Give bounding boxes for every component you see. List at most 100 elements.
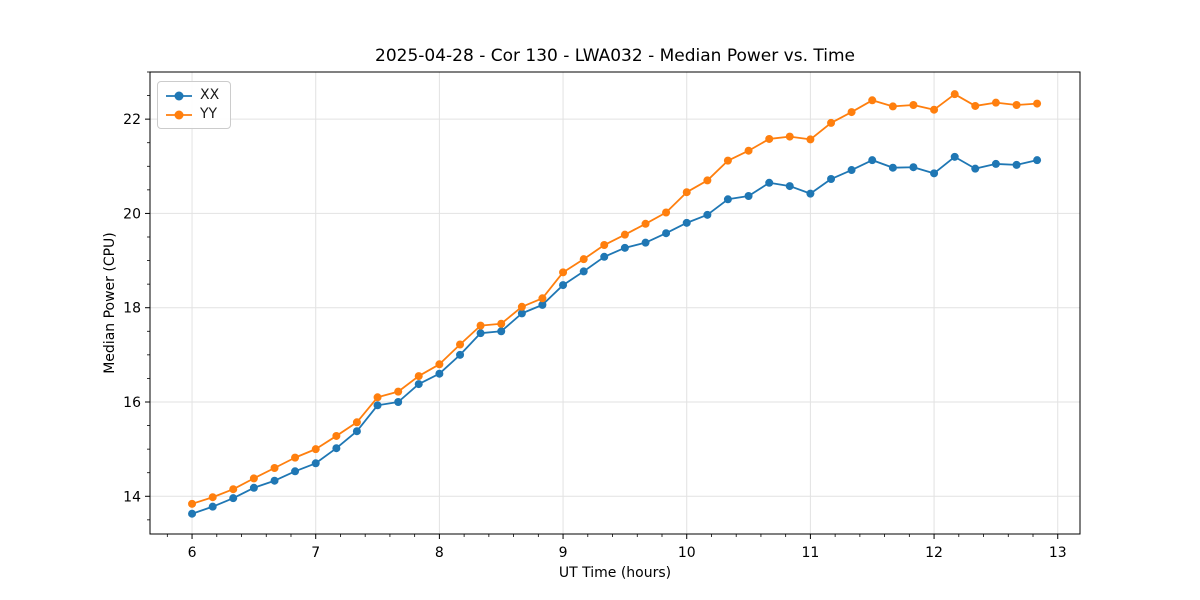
data-point-xx bbox=[1012, 160, 1021, 169]
data-point-yy bbox=[538, 294, 547, 303]
data-point-xx bbox=[641, 238, 650, 247]
data-point-yy bbox=[930, 105, 939, 114]
x-axis-label: UT Time (hours) bbox=[558, 565, 672, 581]
data-point-yy bbox=[476, 321, 485, 330]
data-point-xx bbox=[559, 281, 568, 290]
data-point-yy bbox=[311, 445, 320, 454]
data-point-yy bbox=[785, 132, 794, 141]
x-tick-label: 7 bbox=[311, 545, 320, 561]
x-tick-label: 12 bbox=[925, 545, 943, 561]
data-point-yy bbox=[827, 118, 836, 127]
data-point-xx bbox=[682, 218, 691, 227]
data-point-yy bbox=[991, 98, 1000, 107]
data-point-yy bbox=[909, 101, 918, 109]
data-point-yy bbox=[641, 219, 650, 228]
data-point-xx bbox=[414, 380, 423, 389]
data-point-yy bbox=[847, 108, 856, 117]
data-point-xx bbox=[352, 427, 361, 436]
x-tick-label: 6 bbox=[188, 545, 197, 561]
data-point-xx bbox=[373, 401, 382, 410]
x-tick-label: 13 bbox=[1049, 545, 1067, 561]
x-tick-label: 8 bbox=[435, 545, 444, 561]
data-point-xx bbox=[311, 459, 320, 468]
data-point-yy bbox=[332, 431, 341, 440]
data-point-xx bbox=[1033, 156, 1042, 165]
data-point-xx bbox=[847, 166, 856, 175]
data-point-xx bbox=[229, 494, 238, 503]
data-point-xx bbox=[208, 502, 217, 511]
data-point-xx bbox=[991, 159, 1000, 168]
legend-marker-xx-icon bbox=[166, 91, 192, 100]
data-point-xx bbox=[909, 163, 918, 172]
y-tick-label: 16 bbox=[123, 395, 141, 411]
data-point-yy bbox=[270, 464, 279, 472]
data-point-yy bbox=[662, 208, 671, 217]
data-point-yy bbox=[1012, 101, 1021, 109]
data-point-xx bbox=[806, 189, 815, 198]
data-point-yy bbox=[559, 268, 568, 277]
data-point-xx bbox=[249, 483, 258, 492]
data-point-xx bbox=[476, 329, 485, 338]
y-tick-label: 14 bbox=[123, 489, 141, 505]
y-axis-label: Median Power (CPU) bbox=[102, 232, 118, 374]
data-point-xx bbox=[435, 369, 444, 378]
legend-label-xx: XX bbox=[200, 87, 220, 103]
data-point-xx bbox=[188, 509, 197, 518]
y-tick-label: 20 bbox=[123, 206, 141, 222]
data-point-yy bbox=[620, 230, 629, 239]
data-point-yy bbox=[208, 493, 217, 502]
data-point-yy bbox=[703, 176, 712, 185]
data-point-yy bbox=[950, 90, 959, 99]
y-tick-label: 22 bbox=[123, 112, 141, 128]
data-point-xx bbox=[827, 175, 836, 184]
data-point-yy bbox=[456, 340, 465, 349]
data-point-xx bbox=[744, 191, 753, 200]
data-point-xx bbox=[579, 267, 588, 276]
data-point-yy bbox=[744, 146, 753, 155]
data-point-yy bbox=[291, 453, 300, 462]
data-point-xx bbox=[456, 350, 465, 359]
data-point-xx bbox=[497, 327, 506, 336]
axis-tick-labels: 6 7 8 9 10 11 12 13 14 16 18 20 22 bbox=[123, 112, 1066, 561]
legend-label-yy: YY bbox=[200, 106, 218, 122]
data-point-xx bbox=[270, 476, 279, 485]
data-point-yy bbox=[414, 372, 423, 381]
data-point-yy bbox=[723, 156, 732, 165]
data-point-xx bbox=[723, 195, 732, 204]
series-line-xx bbox=[191, 155, 1038, 515]
data-point-yy bbox=[888, 102, 897, 111]
y-tick-label: 18 bbox=[123, 301, 141, 317]
data-point-xx bbox=[517, 309, 526, 318]
data-point-yy bbox=[497, 319, 506, 328]
data-point-xx bbox=[620, 243, 629, 252]
data-point-yy bbox=[352, 418, 361, 427]
data-point-yy bbox=[435, 360, 444, 369]
data-point-yy bbox=[1033, 99, 1042, 108]
series-line-yy bbox=[191, 93, 1038, 505]
legend-marker-yy-icon bbox=[166, 110, 192, 119]
axis-ticks bbox=[145, 71, 1059, 539]
data-point-xx bbox=[785, 182, 794, 191]
data-point-xx bbox=[765, 178, 774, 187]
data-point-yy bbox=[579, 255, 588, 264]
data-point-xx bbox=[332, 444, 341, 453]
data-point-xx bbox=[868, 156, 877, 165]
x-tick-label: 9 bbox=[559, 545, 568, 561]
data-point-yy bbox=[373, 393, 382, 402]
gridlines bbox=[150, 72, 1080, 534]
data-point-xx bbox=[394, 398, 403, 406]
data-point-yy bbox=[249, 474, 258, 483]
chart-title: 2025-04-28 - Cor 130 - LWA032 - Median P… bbox=[375, 46, 855, 66]
data-point-yy bbox=[229, 485, 238, 494]
x-tick-label: 11 bbox=[801, 545, 819, 561]
data-point-xx bbox=[291, 467, 300, 476]
data-point-xx bbox=[538, 300, 547, 309]
legend-item-xx: XX bbox=[165, 86, 219, 105]
data-point-yy bbox=[600, 241, 609, 250]
data-point-xx bbox=[971, 164, 980, 173]
legend: XX YY bbox=[157, 81, 232, 129]
data-point-xx bbox=[950, 152, 959, 161]
data-point-xx bbox=[662, 229, 671, 238]
